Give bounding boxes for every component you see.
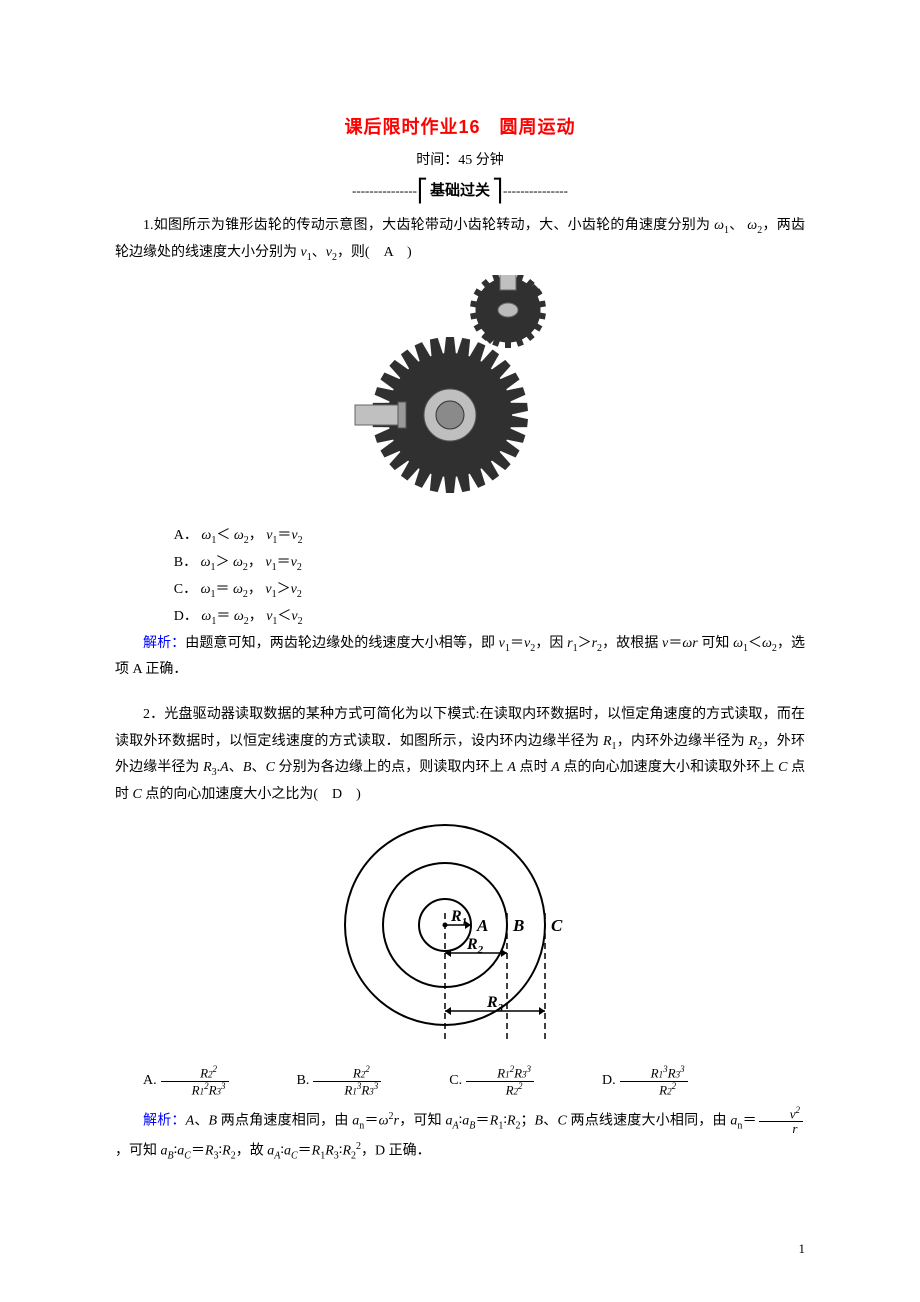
q1-figure [115, 275, 805, 516]
disc-diagram: R1 A R2 B R3 C [325, 817, 595, 1047]
bracket-right: ⎤ [492, 180, 503, 202]
svg-text:B: B [512, 916, 524, 935]
q2-options: A.R22R12R33 B.R22R13R33 C.R12R33R22 D.R1… [115, 1065, 805, 1097]
q1-opt-c: C． ω1＝ ω2， v1＞v2 [174, 577, 805, 604]
svg-text:A: A [476, 916, 488, 935]
q1-answer: A [370, 245, 407, 260]
gear-icon [340, 275, 580, 505]
q2-opt-d: D.R13R33R22 [574, 1065, 690, 1097]
q2-opt-c: C.R12R33R22 [421, 1065, 536, 1097]
q1-opt-a: A． ω1＜ ω2， v1＝v2 [174, 523, 805, 550]
q1-stem: 1.如图所示为锥形齿轮的传动示意图，大齿轮带动小齿轮转动，大、小齿轮的角速度分别… [115, 213, 805, 267]
svg-text:C: C [551, 916, 563, 935]
q2-answer: D [318, 787, 356, 802]
analysis-label: 解析： [143, 636, 185, 651]
q1-opt-b: B． ω1＞ ω2， v1＝v2 [174, 550, 805, 577]
bracket-left: ⎡ [417, 180, 428, 202]
q2-analysis: 解析：A、B 两点角速度相同，由 an＝ω2r，可知 aA∶aB＝R1∶R2；B… [115, 1106, 805, 1165]
q1-text-c: ，则( [337, 245, 370, 260]
time-label: 时间：45 分钟 [115, 148, 805, 175]
section-label: 基础过关 [428, 177, 492, 206]
page-number: 1 [799, 1237, 806, 1262]
q2-opt-a: A.R22R12R33 [115, 1065, 231, 1097]
q1-text-a: 1.如图所示为锥形齿轮的传动示意图，大齿轮带动小齿轮转动，大、小齿轮的角速度分别… [143, 218, 714, 233]
doc-title: 课后限时作业16 圆周运动 [115, 110, 805, 144]
analysis-label-2: 解析： [143, 1113, 186, 1128]
q1-options: A． ω1＜ ω2， v1＝v2 B． ω1＞ ω2， v1＝v2 C． ω1＝… [174, 523, 805, 630]
section-header: --------------- ⎡ 基础过关 ⎤ --------------- [115, 177, 805, 206]
q1-text-d: ) [407, 245, 412, 260]
q2-opt-b: B.R22R13R33 [269, 1065, 384, 1097]
page: 课后限时作业16 圆周运动 时间：45 分钟 --------------- ⎡… [0, 0, 920, 1302]
q1-analysis: 解析：由题意可知，两齿轮边缘处的线速度大小相等，即 v1＝v2，因 r1＞r2，… [115, 631, 805, 684]
q1-opt-d: D． ω1＝ ω2， v1＜v2 [174, 604, 805, 631]
dash-right: --------------- [503, 179, 568, 204]
q2-stem: 2．光盘驱动器读取数据的某种方式可简化为以下模式:在读取内环数据时，以恒定角速度… [115, 702, 805, 809]
q2-figure: R1 A R2 B R3 C [115, 817, 805, 1058]
dash-left: --------------- [352, 179, 417, 204]
